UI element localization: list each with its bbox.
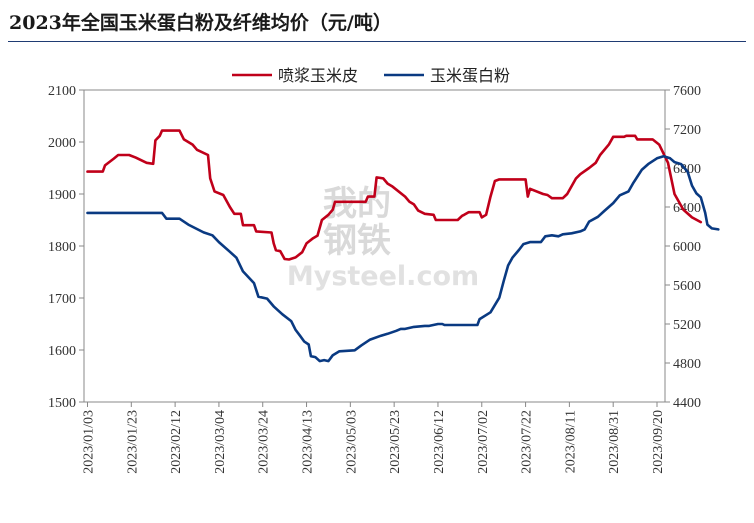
x-tick-label: 2023/08/31 [607,410,622,474]
x-tick-label: 2023/08/11 [563,410,578,473]
chart-title: 2023年全国玉米蛋白粉及纤维均价（元/吨） [9,12,392,34]
y-right-tick-label: 6000 [673,240,701,255]
x-tick-label: 2023/05/03 [344,410,359,474]
legend-label-1: 喷浆玉米皮 [278,66,358,85]
x-tick-label: 2023/03/24 [257,410,272,474]
y-left-tick-label: 1700 [48,292,76,307]
x-tick-label: 2023/01/03 [82,410,97,474]
watermark-line-2: 钢铁 [323,221,391,261]
chart-legend: 喷浆玉米皮 玉米蛋白粉 [232,66,510,85]
series-line-1 [86,129,703,261]
watermark-line-3: Mysteel.com [287,261,479,292]
chart-axes: 1500 1600 1700 1800 1900 2000 2100 4400 4800 5200… [48,84,701,474]
y-right-tick-label: 7200 [673,123,701,138]
x-tick-label: 2023/07/22 [520,410,535,474]
y-left-tick-label: 1500 [48,396,76,411]
y-right-tick-label: 5200 [673,318,701,333]
x-tick-label: 2023/02/12 [169,410,184,474]
y-right-tick-label: 4800 [673,357,701,372]
y-left-tick-label: 1600 [48,344,76,359]
y-left-tick-label: 2100 [48,84,76,99]
legend-label-2: 玉米蛋白粉 [430,66,510,85]
x-tick-label: 2023/07/02 [476,410,491,474]
y-left-tick-label: 1800 [48,240,76,255]
x-tick-label: 2023/09/20 [651,410,666,474]
y-left-tick-label: 1900 [48,188,76,203]
x-tick-label: 2023/03/04 [213,410,228,474]
y-left-tick-label: 2000 [48,136,76,151]
mysteel-watermark: 我的 钢铁 Mysteel.com [287,184,479,292]
y-right-tick-label: 7600 [673,84,701,99]
y-right-tick-label: 5600 [673,279,701,294]
series-line-2 [86,155,720,363]
title-underline [8,41,746,42]
series-layer [86,129,720,363]
x-tick-label: 2023/06/12 [432,410,447,474]
x-tick-label: 2023/01/23 [125,410,140,474]
x-tick-label: 2023/05/23 [388,410,403,474]
y-right-tick-label: 4400 [673,396,701,411]
x-tick-label: 2023/04/13 [301,410,316,474]
